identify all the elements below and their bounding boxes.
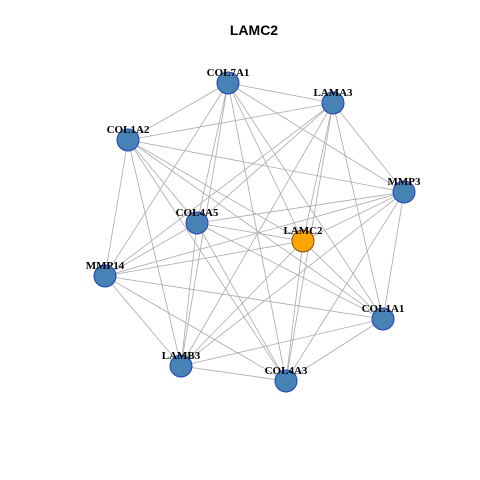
node [185,211,209,235]
edge [104,102,334,277]
edge [285,240,304,382]
node-label: MMP14 [86,260,125,272]
node-label: COL1A2 [107,124,150,136]
node-label: COL4A3 [265,365,308,377]
edge [227,82,334,104]
edges [104,82,405,382]
edge [302,240,384,320]
edge [104,275,384,320]
edge [196,222,287,382]
edge [180,240,304,367]
node [93,264,117,288]
node [116,128,140,152]
edge [332,102,384,320]
node-label: LAMA3 [313,87,353,99]
node [321,91,345,115]
edge [227,82,405,193]
edge [227,82,304,242]
edge [104,275,287,382]
edge [196,222,384,320]
node-label: COL7A1 [207,67,250,79]
edge [127,139,405,193]
edge [302,191,405,242]
node [274,369,298,393]
edge [180,318,384,367]
edge [196,222,304,242]
node [291,229,315,253]
node-label: LAMC2 [283,225,323,237]
edge [127,139,287,382]
edge [127,139,198,224]
edge [196,82,229,224]
edge [104,82,229,277]
edge [180,102,334,367]
edge [104,275,182,367]
edge [382,191,405,320]
edge [332,102,405,193]
diagram-title: LAMC2 [230,22,278,38]
edge [127,102,334,141]
edge [285,318,384,382]
edge [104,240,304,277]
edge [127,82,229,141]
nodes: COL7A1 LAMA3 COL1A2 MMP3 COL4A5 LAMC2 MMP14 COL… [86,67,421,393]
node-label: COL4A5 [176,207,219,219]
edge [127,139,182,367]
edge [227,82,287,382]
edge [180,191,405,367]
edge [127,139,304,242]
edge [180,222,198,367]
edge [302,102,334,242]
edge [227,82,384,320]
node-label: MMP3 [388,176,421,188]
edge [104,222,198,277]
edge [196,102,334,224]
edge [196,191,405,224]
edge [104,139,129,277]
node-label: LAMB3 [162,350,201,362]
edge [285,191,405,382]
node [392,180,416,204]
node [371,307,395,331]
node [169,354,193,378]
node-label: COL1A1 [362,303,405,315]
edge [104,191,405,277]
edge [180,365,287,382]
node [216,71,240,95]
edge [127,139,384,320]
